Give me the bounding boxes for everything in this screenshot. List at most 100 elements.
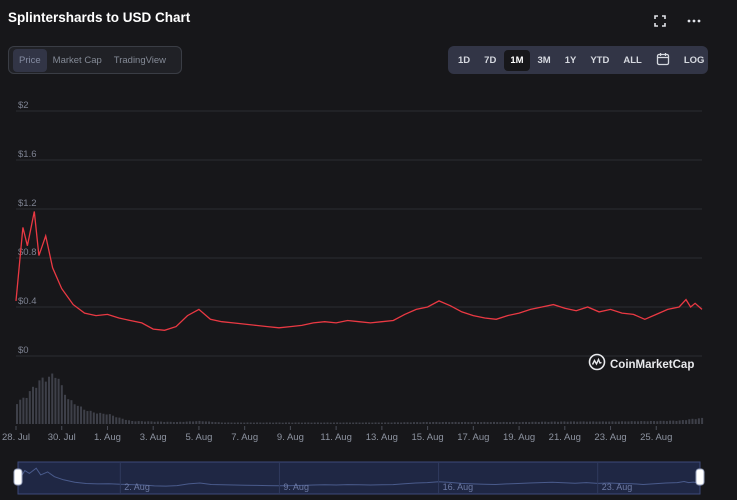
volume-bar bbox=[544, 421, 547, 424]
volume-bar bbox=[630, 421, 633, 424]
volume-bar bbox=[371, 422, 374, 424]
log-scale-button[interactable]: LOG bbox=[683, 54, 705, 66]
volume-bar bbox=[147, 421, 150, 424]
volume-bar bbox=[534, 421, 537, 424]
volume-bar bbox=[582, 421, 585, 424]
volume-bar bbox=[83, 409, 86, 424]
volume-bar bbox=[118, 417, 121, 424]
volume-bar bbox=[115, 417, 118, 424]
volume-bar bbox=[275, 422, 278, 424]
volume-bar bbox=[140, 421, 143, 424]
volume-bar bbox=[54, 377, 57, 424]
volume-bar bbox=[685, 420, 688, 424]
volume-bar bbox=[121, 418, 124, 424]
volume-bar bbox=[531, 421, 534, 424]
volume-bar bbox=[377, 422, 380, 424]
volume-bar bbox=[169, 421, 172, 424]
volume-bar bbox=[454, 421, 457, 424]
range-1m[interactable]: 1M bbox=[504, 49, 530, 71]
calendar-icon[interactable] bbox=[656, 52, 670, 68]
volume-bar bbox=[86, 411, 89, 424]
volume-bar bbox=[320, 422, 323, 424]
volume-bar bbox=[633, 421, 636, 424]
volume-bar bbox=[518, 422, 521, 424]
more-icon[interactable] bbox=[687, 14, 701, 28]
volume-bar bbox=[435, 421, 438, 424]
volume-bar bbox=[569, 421, 572, 424]
range-navigator[interactable]: 2. Aug 9. Aug 16. Aug 23. Aug bbox=[13, 461, 705, 495]
volume-bar bbox=[268, 422, 271, 424]
volume-bar bbox=[428, 422, 431, 424]
volume-bar bbox=[669, 420, 672, 424]
volume-bar bbox=[502, 421, 505, 424]
volume-bar bbox=[528, 422, 531, 424]
volume-bar bbox=[643, 421, 646, 424]
volume-bar bbox=[105, 414, 108, 424]
volume-bar bbox=[89, 410, 92, 424]
range-7d[interactable]: 7D bbox=[484, 54, 497, 66]
volume-bar bbox=[345, 422, 348, 424]
volume-bar bbox=[681, 420, 684, 424]
volume-bar bbox=[208, 421, 211, 424]
volume-bar bbox=[99, 412, 102, 424]
volume-bar bbox=[73, 404, 76, 424]
volume-bar bbox=[224, 422, 227, 424]
volume-bar bbox=[80, 406, 83, 424]
fullscreen-icon[interactable] bbox=[653, 14, 667, 28]
volume-bar bbox=[611, 421, 614, 424]
volume-bar bbox=[211, 421, 214, 424]
volume-bar bbox=[563, 421, 566, 424]
volume-bar bbox=[521, 421, 524, 424]
volume-bar bbox=[60, 385, 63, 424]
volume-bar bbox=[252, 422, 255, 424]
volume-bar bbox=[166, 421, 169, 424]
volume-bar bbox=[374, 422, 377, 424]
volume-bar bbox=[163, 421, 166, 424]
volume-bar bbox=[326, 422, 329, 424]
tab-market-cap[interactable]: Market Cap bbox=[52, 54, 102, 66]
range-1d[interactable]: 1D bbox=[458, 54, 471, 66]
volume-bar bbox=[124, 419, 127, 424]
volume-bar bbox=[476, 422, 479, 424]
volume-bar bbox=[550, 421, 553, 424]
volume-bar bbox=[585, 421, 588, 424]
coinmarketcap-logo-icon bbox=[588, 353, 606, 376]
volume-bar bbox=[67, 399, 70, 424]
volume-bar bbox=[512, 421, 515, 424]
x-tick-label: 5. Aug bbox=[185, 432, 212, 443]
volume-bar bbox=[243, 422, 246, 424]
x-tick-label: 28. Jul bbox=[2, 432, 30, 443]
volume-bar bbox=[422, 422, 425, 424]
navigator-window bbox=[17, 461, 701, 495]
volume-bar bbox=[131, 420, 134, 424]
volume-bar bbox=[560, 421, 563, 424]
volume-bar bbox=[112, 415, 115, 424]
volume-bar bbox=[525, 421, 528, 424]
price-line bbox=[15, 211, 703, 331]
tab-price[interactable]: Price bbox=[13, 48, 47, 72]
volume-bar bbox=[656, 421, 659, 424]
navigator-handle-left[interactable] bbox=[13, 468, 23, 486]
coinmarketcap-brand: CoinMarketCap bbox=[588, 353, 694, 376]
volume-bar bbox=[496, 422, 499, 424]
navigator-handle-right[interactable] bbox=[695, 468, 705, 486]
tab-tradingview[interactable]: TradingView bbox=[113, 54, 167, 66]
volume-bar bbox=[256, 422, 259, 424]
volume-bar bbox=[278, 422, 281, 424]
volume-bar bbox=[573, 421, 576, 424]
volume-bar bbox=[553, 421, 556, 424]
volume-bar bbox=[179, 421, 182, 424]
x-tick-label: 17. Aug bbox=[457, 432, 489, 443]
volume-bar bbox=[160, 421, 163, 424]
volume-bar bbox=[688, 419, 691, 424]
range-1y[interactable]: 1Y bbox=[564, 54, 577, 66]
volume-bar bbox=[649, 420, 652, 424]
volume-bar bbox=[701, 417, 704, 424]
range-ytd[interactable]: YTD bbox=[590, 54, 610, 66]
volume-bar bbox=[665, 421, 668, 424]
range-all[interactable]: ALL bbox=[623, 54, 642, 66]
volume-bar bbox=[204, 421, 207, 424]
volume-bar bbox=[592, 421, 595, 424]
range-3m[interactable]: 3M bbox=[537, 54, 551, 66]
